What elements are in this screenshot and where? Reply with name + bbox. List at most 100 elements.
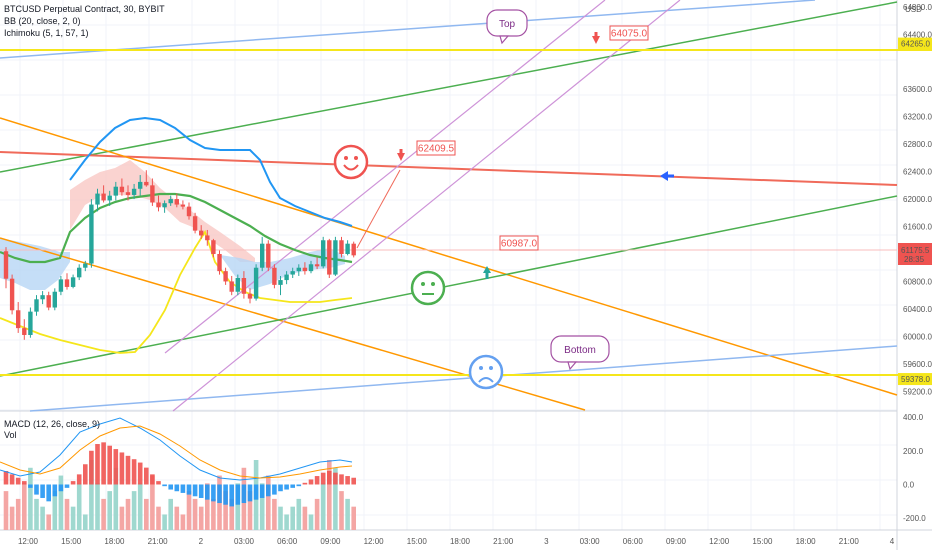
candle xyxy=(119,178,125,196)
macd-histogram-bar xyxy=(320,472,326,485)
candle-body xyxy=(95,193,100,205)
candle-body xyxy=(156,202,161,208)
candle-body xyxy=(211,240,216,254)
bollinger-basis xyxy=(0,192,353,264)
time-tick: 06:00 xyxy=(277,537,298,546)
candle-body xyxy=(113,186,118,196)
candle-body xyxy=(107,195,112,201)
macd-legend: MACD (12, 26, close, 9) xyxy=(4,419,101,429)
macd-histogram-bar xyxy=(211,484,216,502)
arrow-down-icon xyxy=(399,149,403,154)
price-label-64075-box xyxy=(609,25,649,41)
volume-bar xyxy=(186,491,192,530)
candle xyxy=(180,200,186,210)
volume-bar xyxy=(235,483,241,530)
macd-histogram-bar xyxy=(235,484,241,505)
macd-histogram-bar xyxy=(52,484,58,497)
trendline-orange-upper xyxy=(0,117,898,396)
macd-histogram-bar xyxy=(58,484,64,492)
candle xyxy=(339,236,344,258)
candle-body xyxy=(180,204,186,207)
candle xyxy=(58,275,64,296)
candle-body xyxy=(241,278,247,294)
volume-bar xyxy=(83,514,88,530)
macd-histogram-bar xyxy=(46,484,51,502)
macd-histogram-bar xyxy=(333,472,338,485)
price-tick: 63600.0 xyxy=(903,85,932,94)
candle-body xyxy=(333,240,338,275)
candle xyxy=(229,275,234,296)
candle-body xyxy=(16,310,21,329)
candle-body xyxy=(296,267,301,272)
candle-body xyxy=(290,271,295,275)
level-top-tag-box xyxy=(898,37,932,50)
candle xyxy=(101,185,106,203)
macd-histogram-bar xyxy=(40,484,45,498)
candle xyxy=(345,240,350,256)
candle xyxy=(77,264,82,281)
arrow-left-icon xyxy=(660,171,668,181)
time-tick: 2 xyxy=(199,537,204,546)
candle-body xyxy=(150,185,155,203)
price-tick: 59600.0 xyxy=(903,360,932,369)
vol-legend: Vol xyxy=(4,430,17,440)
candle xyxy=(333,236,338,276)
candle-body xyxy=(144,181,149,186)
macd-histogram-bar xyxy=(308,479,314,485)
candle-body xyxy=(138,181,143,189)
volume-bar xyxy=(272,498,277,530)
candle-body xyxy=(52,291,57,308)
macd-histogram-bar xyxy=(345,476,350,485)
macd-histogram-bar xyxy=(15,477,21,485)
time-tick: 15:00 xyxy=(407,537,428,546)
macd-histogram-bar xyxy=(296,484,302,487)
macd-histogram-bar xyxy=(198,484,204,498)
volume-bar xyxy=(119,506,125,530)
candle-body xyxy=(260,243,265,268)
macd-histogram-bar xyxy=(3,471,9,485)
candle xyxy=(28,307,33,338)
candle xyxy=(290,267,295,279)
candle xyxy=(308,260,314,274)
macd-histogram-bar xyxy=(217,484,222,504)
ichimoku-cloud-bullish xyxy=(0,238,70,290)
candle xyxy=(70,274,76,289)
candle-body xyxy=(3,251,9,279)
volume-bar xyxy=(284,514,289,530)
macd-histogram-bar xyxy=(101,442,106,485)
bottom-bubble xyxy=(550,335,610,363)
neutral-face-icon-eye xyxy=(421,282,425,286)
volume-bar xyxy=(198,506,204,530)
candle xyxy=(278,275,283,296)
volume-bar xyxy=(40,506,45,530)
volume-bar xyxy=(70,506,76,530)
candle xyxy=(89,199,94,268)
time-tick: 3 xyxy=(544,537,549,546)
time-tick: 03:00 xyxy=(580,537,601,546)
level-bottom-tag: 59378.0 xyxy=(901,375,930,384)
candle-body xyxy=(266,243,271,268)
bb-legend: BB (20, close, 2, 0) xyxy=(4,16,81,26)
candle-body xyxy=(125,192,131,195)
candle xyxy=(247,288,253,304)
candle-body xyxy=(46,295,51,308)
time-tick: 21:00 xyxy=(839,537,860,546)
macd-tick: -200.0 xyxy=(903,514,926,523)
price-tick: 64800.0 xyxy=(903,3,932,12)
volume-bar xyxy=(58,475,64,530)
arrow-down-icon xyxy=(397,153,405,161)
candle xyxy=(64,273,70,290)
time-tick: 15:00 xyxy=(61,537,82,546)
time-tick: 12:00 xyxy=(18,537,39,546)
macd-histogram-bar xyxy=(76,474,82,485)
last-price-tag: 61175.5 xyxy=(901,246,930,255)
candle-body xyxy=(22,328,27,335)
macd-histogram-bar xyxy=(144,467,149,485)
candle-body xyxy=(284,274,289,281)
volume-bar xyxy=(259,483,265,530)
candle xyxy=(125,185,131,201)
candle-body xyxy=(83,263,88,268)
candle-body xyxy=(101,193,106,201)
volume-bar xyxy=(290,506,295,530)
